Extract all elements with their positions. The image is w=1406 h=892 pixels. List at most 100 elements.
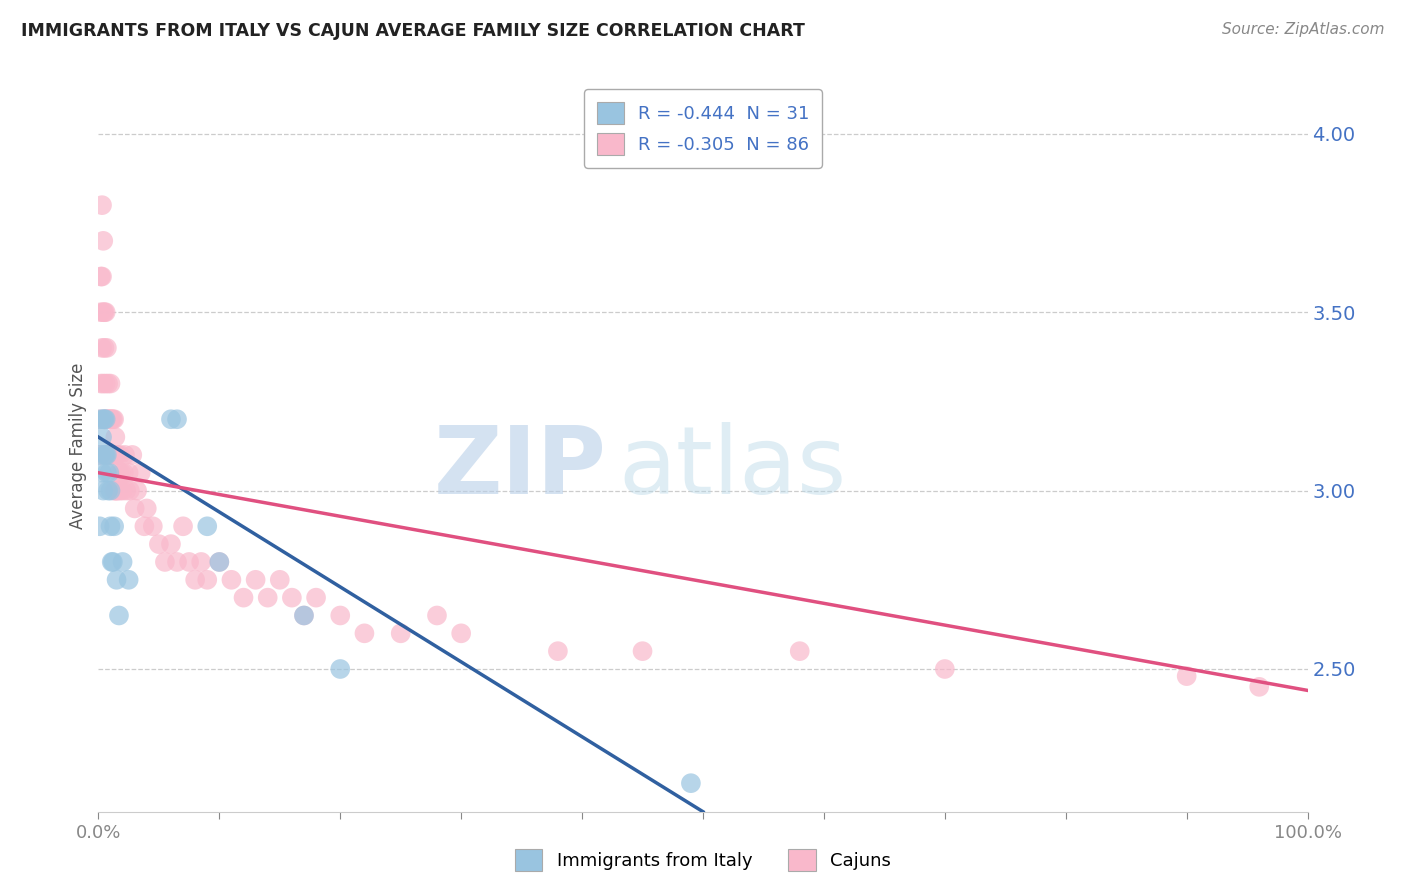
Point xyxy=(94,305,117,319)
Point xyxy=(353,626,375,640)
Point xyxy=(100,519,122,533)
Point xyxy=(89,519,111,533)
Point xyxy=(104,483,127,498)
Point xyxy=(96,412,118,426)
Point xyxy=(91,198,114,212)
Point xyxy=(97,483,120,498)
Point xyxy=(1175,669,1198,683)
Point xyxy=(100,412,122,426)
Point xyxy=(232,591,254,605)
Point xyxy=(124,501,146,516)
Point xyxy=(90,412,112,426)
Point xyxy=(103,412,125,426)
Point xyxy=(89,412,111,426)
Point xyxy=(94,376,117,391)
Point xyxy=(90,305,112,319)
Point xyxy=(547,644,569,658)
Point xyxy=(98,448,121,462)
Point xyxy=(172,519,194,533)
Point xyxy=(91,466,114,480)
Text: atlas: atlas xyxy=(619,422,846,514)
Point xyxy=(104,430,127,444)
Point xyxy=(100,555,122,569)
Point xyxy=(100,448,122,462)
Point xyxy=(111,483,134,498)
Point xyxy=(93,412,115,426)
Legend: R = -0.444  N = 31, R = -0.305  N = 86: R = -0.444 N = 31, R = -0.305 N = 86 xyxy=(583,89,823,168)
Point xyxy=(135,501,157,516)
Point xyxy=(97,412,120,426)
Point xyxy=(631,644,654,658)
Point xyxy=(105,448,128,462)
Point xyxy=(115,483,138,498)
Point xyxy=(96,341,118,355)
Point xyxy=(97,376,120,391)
Point xyxy=(160,412,183,426)
Text: IMMIGRANTS FROM ITALY VS CAJUN AVERAGE FAMILY SIZE CORRELATION CHART: IMMIGRANTS FROM ITALY VS CAJUN AVERAGE F… xyxy=(21,22,806,40)
Point xyxy=(292,608,315,623)
Point xyxy=(208,555,231,569)
Point xyxy=(111,555,134,569)
Point xyxy=(148,537,170,551)
Point xyxy=(98,466,121,480)
Point xyxy=(114,448,136,462)
Point xyxy=(108,466,131,480)
Point xyxy=(166,555,188,569)
Point xyxy=(96,448,118,462)
Point xyxy=(91,483,114,498)
Point xyxy=(118,483,141,498)
Point xyxy=(90,269,112,284)
Point xyxy=(108,608,131,623)
Point xyxy=(179,555,201,569)
Text: ZIP: ZIP xyxy=(433,422,606,514)
Point xyxy=(101,448,124,462)
Point xyxy=(329,662,352,676)
Point xyxy=(160,537,183,551)
Point xyxy=(91,341,114,355)
Point xyxy=(190,555,212,569)
Point xyxy=(107,483,129,498)
Point xyxy=(93,305,115,319)
Point xyxy=(112,466,135,480)
Point xyxy=(91,430,114,444)
Point xyxy=(245,573,267,587)
Point xyxy=(221,573,243,587)
Point xyxy=(105,573,128,587)
Point xyxy=(100,412,122,426)
Point xyxy=(96,448,118,462)
Point xyxy=(108,483,131,498)
Point xyxy=(100,376,122,391)
Point xyxy=(94,448,117,462)
Point xyxy=(107,448,129,462)
Point xyxy=(450,626,472,640)
Point xyxy=(98,412,121,426)
Point xyxy=(281,591,304,605)
Y-axis label: Average Family Size: Average Family Size xyxy=(69,363,87,529)
Point xyxy=(91,376,114,391)
Point xyxy=(110,466,132,480)
Point xyxy=(153,555,176,569)
Point xyxy=(93,341,115,355)
Point xyxy=(789,644,811,658)
Point xyxy=(94,412,117,426)
Point xyxy=(121,448,143,462)
Point xyxy=(934,662,956,676)
Point xyxy=(93,412,115,426)
Point xyxy=(103,519,125,533)
Point xyxy=(101,412,124,426)
Legend: Immigrants from Italy, Cajuns: Immigrants from Italy, Cajuns xyxy=(508,842,898,879)
Point xyxy=(129,466,152,480)
Point xyxy=(97,448,120,462)
Point xyxy=(269,573,291,587)
Point xyxy=(426,608,449,623)
Point xyxy=(195,573,218,587)
Point xyxy=(108,448,131,462)
Point xyxy=(142,519,165,533)
Point xyxy=(90,448,112,462)
Point xyxy=(134,519,156,533)
Point xyxy=(195,519,218,533)
Point xyxy=(93,448,115,462)
Point xyxy=(105,483,128,498)
Point xyxy=(96,466,118,480)
Point xyxy=(305,591,328,605)
